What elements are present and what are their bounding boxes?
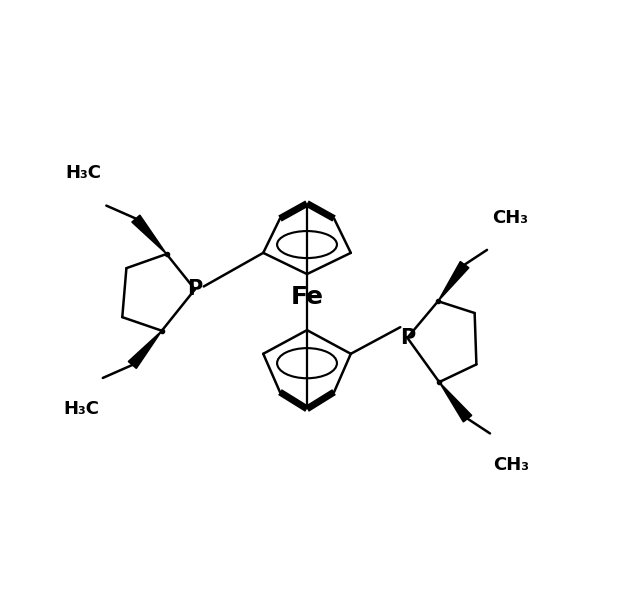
Text: P: P — [188, 279, 202, 299]
Text: CH₃: CH₃ — [492, 209, 528, 228]
Polygon shape — [438, 262, 469, 301]
Text: CH₃: CH₃ — [493, 456, 529, 474]
Polygon shape — [439, 382, 472, 422]
Text: Fe: Fe — [291, 285, 323, 308]
Text: H₃C: H₃C — [66, 164, 102, 182]
Text: H₃C: H₃C — [64, 400, 100, 419]
Polygon shape — [132, 215, 166, 254]
Text: P: P — [400, 328, 415, 348]
Polygon shape — [128, 331, 162, 368]
